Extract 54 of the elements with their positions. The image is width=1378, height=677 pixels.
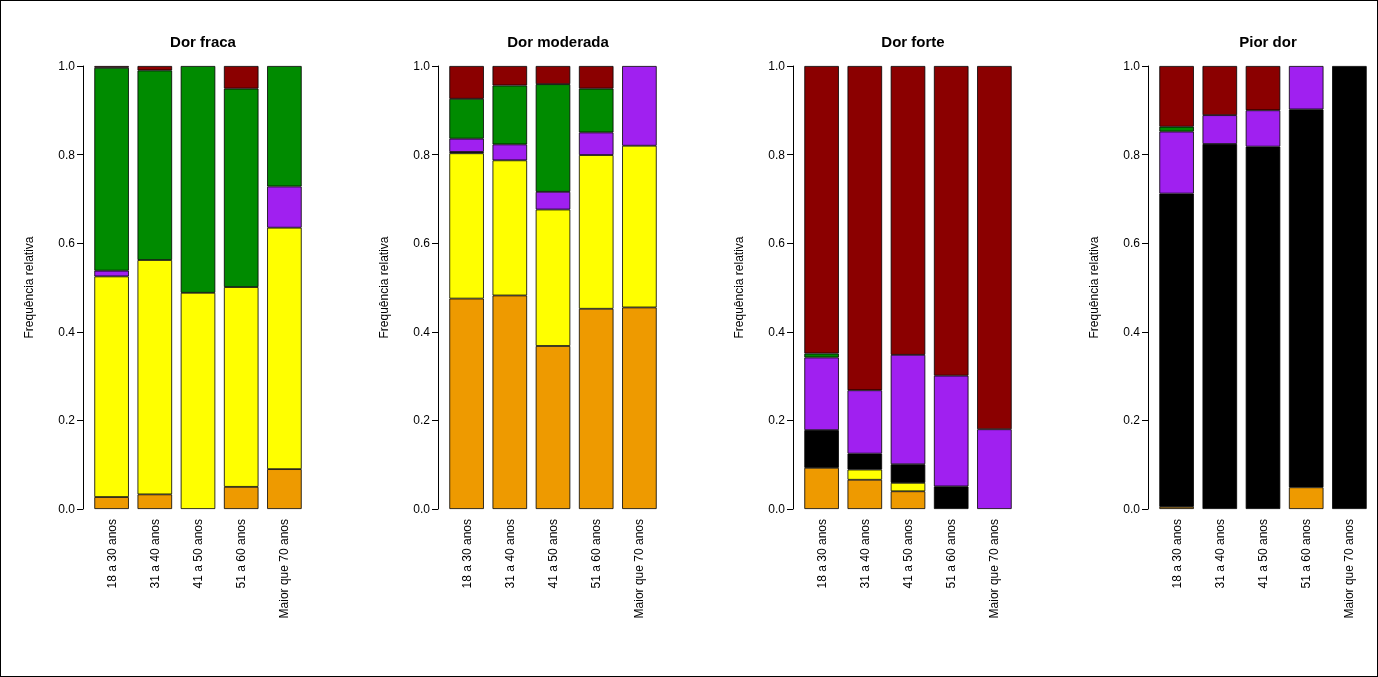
y-tick-label: 1.0	[768, 59, 786, 73]
y-tick-label: 0.8	[1123, 147, 1141, 162]
x-tick-label: 41 a 50 anos	[1256, 519, 1270, 589]
x-tick-label: 51 a 60 anos	[1299, 519, 1314, 589]
x-tick-label: 31 a 40 anos	[147, 519, 162, 589]
x-tick-label: 41 a 50 anos	[546, 519, 560, 589]
y-tick-label: 0.8	[58, 147, 76, 162]
x-tick-label: 18 a 30 anos	[459, 519, 474, 589]
y-tick-label: 0.6	[58, 236, 76, 251]
y-axis-title: Frequência relativa	[1087, 236, 1101, 339]
bar	[1332, 66, 1367, 509]
y-tick-label: 0.2	[768, 413, 786, 428]
y-tick-label: 0.6	[768, 236, 786, 251]
x-tick-label: 31 a 40 anos	[857, 519, 872, 589]
x-tick-label: 51 a 60 anos	[234, 519, 249, 589]
y-tick-label: 0.2	[58, 413, 76, 428]
x-tick-label: 31 a 40 anos	[1212, 519, 1227, 589]
y-tick-label: 0.6	[413, 236, 431, 251]
y-tick-label: 1.0	[1123, 59, 1141, 73]
x-tick-label: Maior que 70 anos	[277, 519, 292, 619]
chart-title: Pior dor	[1239, 33, 1297, 50]
x-tick-label: 18 a 30 anos	[814, 519, 829, 589]
y-tick-label: 0.2	[1123, 413, 1141, 428]
y-tick-label: 0.0	[413, 502, 431, 516]
y-tick-label: 0.4	[768, 324, 786, 339]
y-tick-label: 0.4	[58, 324, 76, 339]
y-tick-label: 0.0	[768, 502, 786, 516]
y-tick-label: 0.4	[1123, 324, 1141, 339]
x-tick-label: 41 a 50 anos	[191, 519, 205, 589]
y-axis-title: Frequência relativa	[22, 236, 36, 339]
x-tick-label: Maior que 70 anos	[1342, 519, 1357, 619]
x-tick-label: 51 a 60 anos	[944, 519, 959, 589]
y-axis-title: Frequência relativa	[732, 236, 746, 339]
bar	[804, 66, 839, 354]
y-tick-label: 0.4	[413, 324, 431, 339]
y-tick-label: 0.0	[58, 502, 76, 516]
y-tick-label: 0.2	[413, 413, 431, 428]
y-axis-title: Frequência relativa	[377, 236, 391, 339]
chart-title: Dor forte	[881, 33, 945, 50]
y-tick-label: 1.0	[58, 59, 76, 73]
x-tick-label: 18 a 30 anos	[1169, 519, 1184, 589]
chart-title: Dor moderada	[507, 33, 610, 50]
y-tick-label: 0.8	[768, 147, 786, 162]
y-tick-label: 0.8	[413, 147, 431, 162]
y-tick-label: 0.6	[1123, 236, 1141, 251]
chart-title: Dor fraca	[170, 33, 237, 50]
y-tick-label: 1.0	[413, 59, 431, 73]
y-tick-label: 0.0	[1123, 502, 1141, 516]
x-tick-label: Maior que 70 anos	[632, 519, 647, 619]
x-tick-label: Maior que 70 anos	[987, 519, 1002, 619]
x-tick-label: 41 a 50 anos	[901, 519, 915, 589]
x-tick-label: 51 a 60 anos	[589, 519, 604, 589]
x-tick-label: 31 a 40 anos	[502, 519, 517, 589]
x-tick-label: 18 a 30 anos	[104, 519, 119, 589]
